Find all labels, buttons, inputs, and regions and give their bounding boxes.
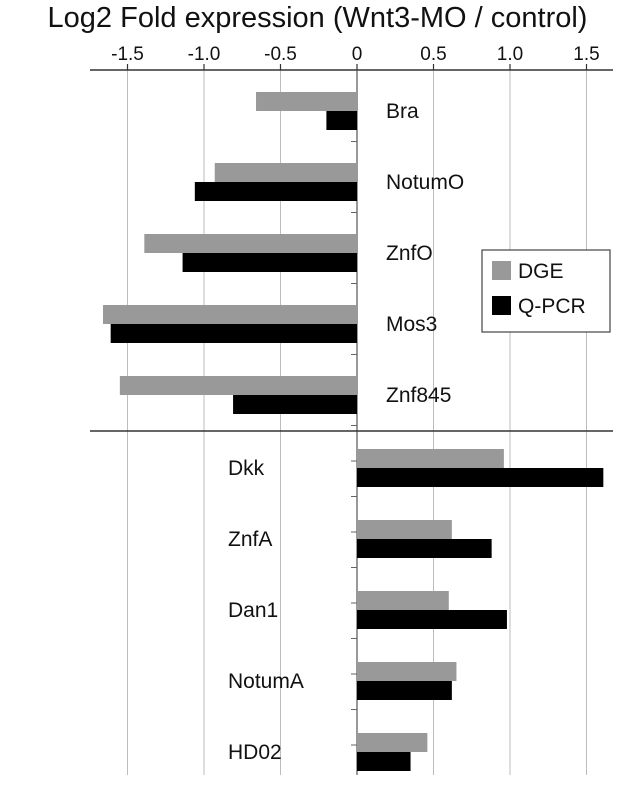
tick-label-1-0: 1.0 bbox=[497, 44, 523, 65]
category-label-dan1: Dan1 bbox=[228, 599, 278, 622]
category-label-notumo: NotumO bbox=[386, 171, 464, 194]
bar-hd02-dge bbox=[357, 733, 428, 752]
category-label-bra: Bra bbox=[386, 100, 419, 123]
category-label-mos3: Mos3 bbox=[386, 313, 437, 336]
tick-label-0: 0 bbox=[352, 44, 363, 65]
tick-label-1-5: -1.5 bbox=[111, 44, 144, 65]
bar-znfo-q-pcr bbox=[182, 253, 357, 272]
bar-dkk-dge bbox=[357, 449, 504, 468]
category-label-znfo: ZnfO bbox=[386, 242, 433, 265]
category-label-znfa: ZnfA bbox=[228, 528, 272, 551]
bar-znfa-dge bbox=[357, 520, 452, 539]
chart-title: Log2 Fold expression (Wnt3-MO / control) bbox=[47, 2, 588, 34]
bar-hd02-q-pcr bbox=[357, 752, 411, 771]
bar-bra-dge bbox=[256, 92, 357, 111]
bar-notumo-dge bbox=[214, 163, 357, 182]
bar-dan1-dge bbox=[357, 591, 449, 610]
bar-znf845-q-pcr bbox=[233, 395, 357, 414]
legend-swatch-q-pcr bbox=[492, 296, 511, 315]
bar-bra-q-pcr bbox=[326, 111, 357, 130]
legend-label-dge: DGE bbox=[518, 260, 564, 283]
category-labels: Bra NotumO ZnfO Mos3 Znf845 Dkk ZnfA Dan1 NotumA… bbox=[228, 100, 464, 764]
bar-notumo-q-pcr bbox=[194, 182, 357, 201]
x-axis: -1.5 -1.0 -0.5 0 0.5 1.0 1.5 bbox=[90, 44, 613, 775]
bar-dan1-q-pcr bbox=[357, 610, 507, 629]
bar-znfo-dge bbox=[144, 234, 357, 253]
bars bbox=[103, 92, 604, 771]
legend-label-q-pcr: Q-PCR bbox=[518, 295, 586, 318]
tick-label-0-5: 0.5 bbox=[420, 44, 446, 65]
bar-notuma-dge bbox=[357, 662, 457, 681]
category-label-znf845: Znf845 bbox=[386, 384, 451, 407]
bar-mos3-q-pcr bbox=[110, 324, 357, 343]
category-label-notuma: NotumA bbox=[228, 670, 304, 693]
bar-mos3-dge bbox=[103, 305, 358, 324]
category-label-hd02: HD02 bbox=[228, 741, 282, 764]
legend-swatch-dge bbox=[492, 261, 511, 280]
tick-label-1-0: -1.0 bbox=[188, 44, 221, 65]
bar-znfa-q-pcr bbox=[357, 539, 492, 558]
bar-znf845-dge bbox=[119, 376, 357, 395]
bar-dkk-q-pcr bbox=[357, 468, 604, 487]
bar-notuma-q-pcr bbox=[357, 681, 452, 700]
tick-label-1-5: 1.5 bbox=[573, 44, 599, 65]
tick-label-0-5: -0.5 bbox=[264, 44, 297, 65]
category-label-dkk: Dkk bbox=[228, 457, 265, 480]
legend: DGE Q-PCR bbox=[481, 249, 611, 333]
